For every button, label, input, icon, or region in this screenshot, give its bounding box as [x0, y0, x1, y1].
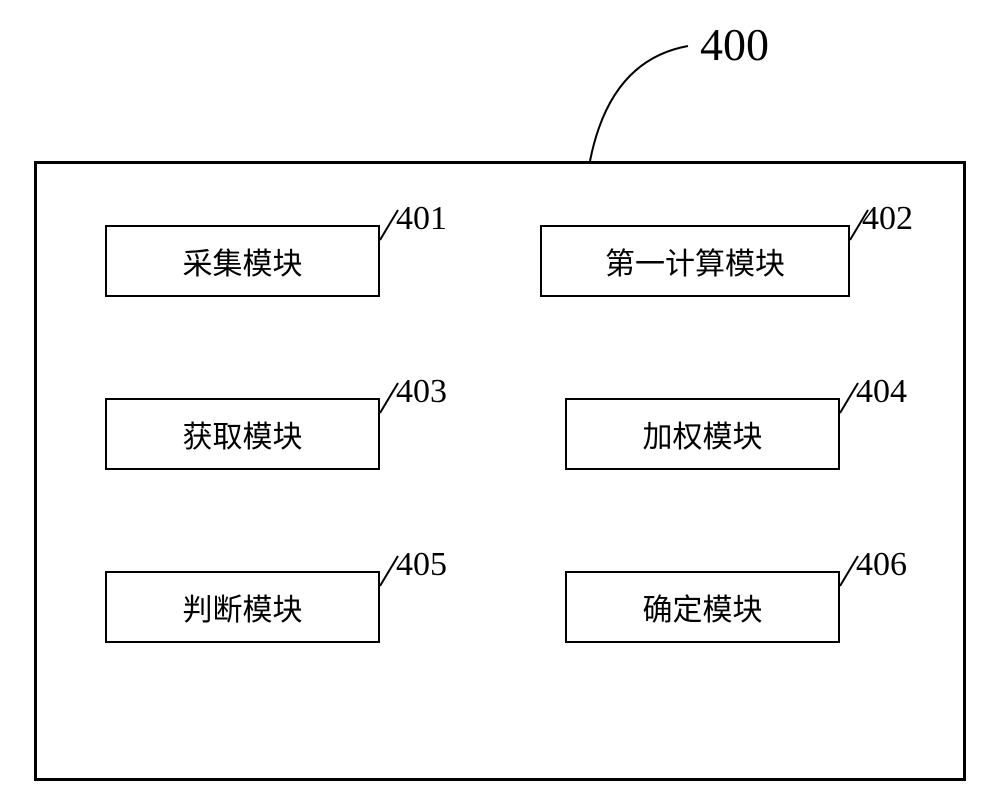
module-leader-line-406 [840, 556, 858, 586]
diagram-canvas: 400 采集模块401第一计算模块402获取模块403加权模块404判断模块40… [0, 0, 1000, 809]
module-leader-406 [0, 0, 1000, 809]
